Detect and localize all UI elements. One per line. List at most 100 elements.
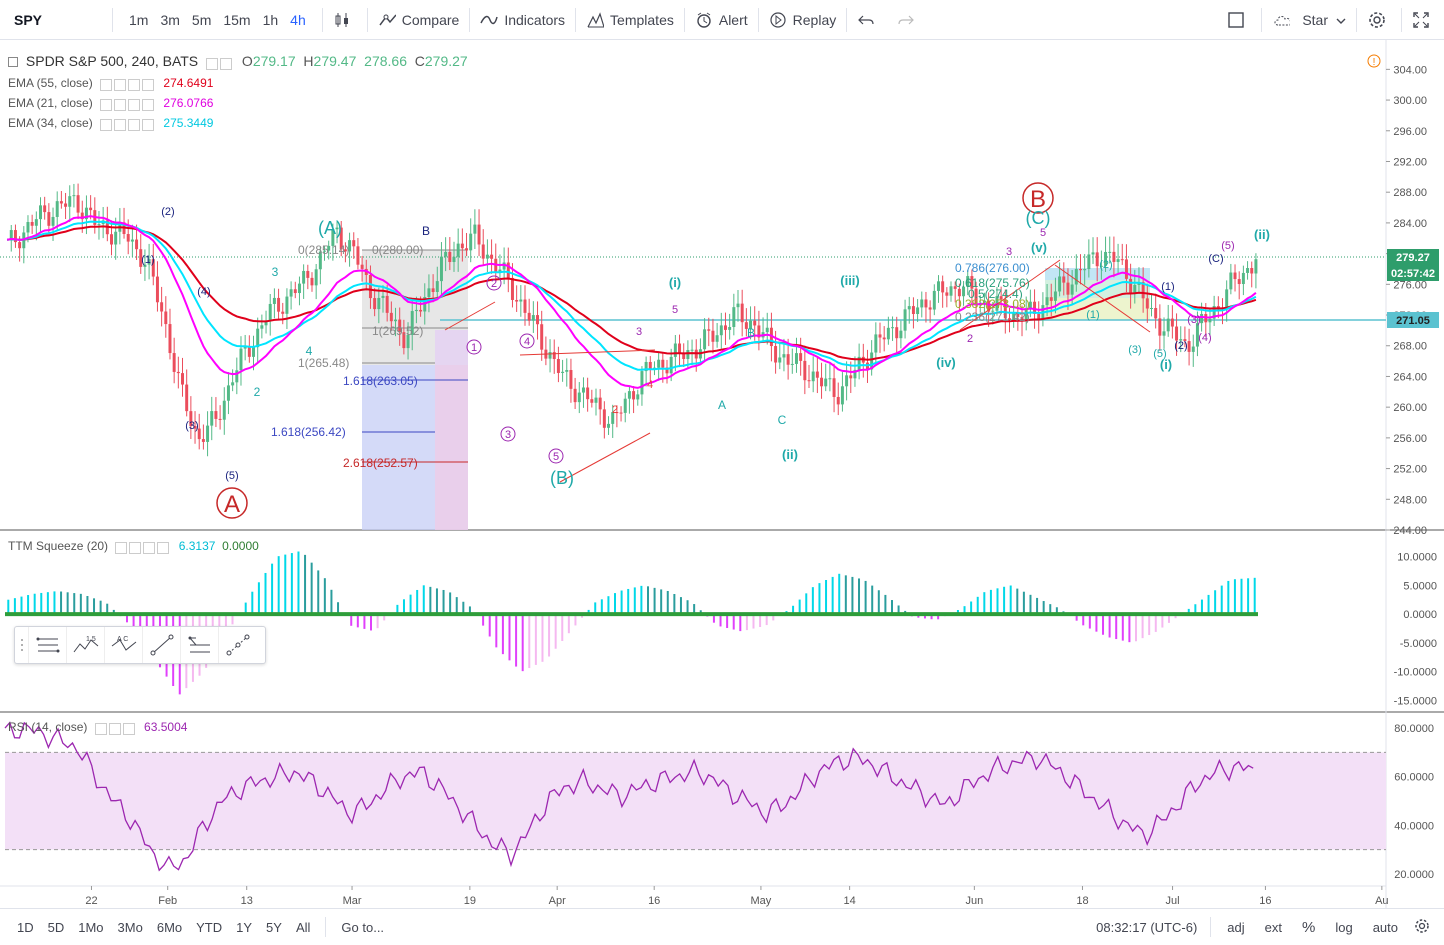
- interval-1h[interactable]: 1h: [262, 11, 279, 28]
- wave-label[interactable]: 5: [1040, 227, 1046, 239]
- rsi-line[interactable]: [4, 721, 1254, 872]
- elliott-correction-button[interactable]: A C: [105, 627, 143, 663]
- price-axis[interactable]: 304.00300.00296.00292.00288.00284.00280.…: [1386, 64, 1427, 537]
- wave-label[interactable]: 4: [306, 344, 313, 358]
- ext-toggle[interactable]: ext: [1264, 919, 1282, 935]
- templates-button[interactable]: Templates: [578, 0, 682, 40]
- compare-button[interactable]: Compare: [370, 0, 468, 40]
- ema55-name[interactable]: EMA (55, close): [8, 76, 93, 90]
- wave-label[interactable]: 4: [647, 379, 653, 391]
- layout-menu[interactable]: Star: [1264, 0, 1354, 40]
- elliott-wave-labels[interactable]: A B (A) (B) (C) (i) (ii) (iii) (iv) (v) …: [141, 182, 1270, 519]
- drawing-toolbar[interactable]: 1 5 A C: [14, 626, 266, 664]
- ema-group[interactable]: [6, 215, 1257, 389]
- range-1d[interactable]: 1D: [17, 919, 34, 935]
- fib-tool-button[interactable]: [29, 627, 67, 663]
- wave-label[interactable]: 5: [672, 304, 678, 316]
- alert-button[interactable]: Alert: [687, 0, 756, 40]
- fullscreen-box-button[interactable]: [1219, 0, 1259, 40]
- log-toggle[interactable]: log: [1335, 919, 1353, 935]
- fib-extension-group[interactable]: [362, 249, 1150, 530]
- rsi-axis[interactable]: 80.0000 60.0000 40.0000 20.0000: [1394, 723, 1434, 881]
- percent-toggle[interactable]: %: [1301, 918, 1316, 936]
- collapse-icon[interactable]: [8, 57, 18, 68]
- settings-button[interactable]: [1359, 0, 1399, 40]
- wave-label[interactable]: (A): [318, 218, 342, 238]
- range-ytd[interactable]: YTD: [196, 919, 223, 935]
- wave-label[interactable]: (2): [1099, 259, 1112, 271]
- trend-line[interactable]: [1054, 264, 1151, 333]
- wave-label[interactable]: (4): [197, 286, 210, 298]
- wave-label[interactable]: 1: [471, 342, 477, 354]
- wave-label[interactable]: (1): [1161, 281, 1174, 293]
- range-6mo[interactable]: 6Mo: [156, 919, 183, 935]
- interval-1m[interactable]: 1m: [129, 11, 149, 28]
- wave-label-A[interactable]: A: [224, 491, 240, 518]
- main-pane[interactable]: [0, 40, 1386, 530]
- wave-label[interactable]: (B): [550, 468, 574, 488]
- wave-label[interactable]: (3): [1128, 344, 1141, 356]
- time-axis[interactable]: 22 Feb 13 Mar 19 Apr 16 May 14 Jun 18 Jul 16 Au: [85, 886, 1389, 907]
- adj-toggle[interactable]: adj: [1227, 919, 1245, 935]
- ema21-name[interactable]: EMA (21, close): [8, 96, 93, 110]
- wave-label[interactable]: B: [422, 224, 430, 238]
- wave-label[interactable]: (ii): [1254, 227, 1270, 242]
- wave-label[interactable]: A: [718, 398, 726, 412]
- legend-buttons[interactable]: [206, 54, 234, 70]
- ema21-line[interactable]: [6, 215, 1257, 389]
- clock[interactable]: 08:32:17 (UTC-6): [1096, 919, 1198, 935]
- wave-label[interactable]: 3: [505, 429, 511, 441]
- wave-label[interactable]: (ii): [782, 447, 798, 462]
- interval-4h[interactable]: 4h: [290, 11, 306, 28]
- wave-label[interactable]: (iv): [936, 355, 956, 370]
- trend-line[interactable]: [444, 301, 496, 331]
- range-5d[interactable]: 5D: [47, 919, 65, 935]
- wave-label[interactable]: (C): [1026, 208, 1051, 228]
- wave-label[interactable]: (4): [1198, 332, 1211, 344]
- legend-buttons[interactable]: [100, 117, 156, 131]
- interval-5m[interactable]: 5m: [191, 11, 212, 28]
- ttm-name[interactable]: TTM Squeeze (20): [8, 539, 109, 553]
- wave-label[interactable]: (i): [669, 275, 681, 290]
- wave-label[interactable]: C: [778, 413, 787, 427]
- drag-handle[interactable]: [15, 627, 29, 663]
- chart-area[interactable]: A B (A) (B) (C) (i) (ii) (iii) (iv) (v) …: [0, 40, 1444, 908]
- wave-label[interactable]: (3): [1187, 314, 1200, 326]
- interval-3m[interactable]: 3m: [160, 11, 180, 28]
- elliott-impulse-button[interactable]: 1 5: [67, 627, 105, 663]
- wave-label[interactable]: (1): [1086, 309, 1099, 321]
- indicators-button[interactable]: Indicators: [472, 0, 573, 40]
- wave-label[interactable]: 2: [967, 333, 973, 345]
- wave-label[interactable]: (1): [141, 254, 154, 266]
- wave-label[interactable]: 5: [553, 451, 559, 463]
- rsi-name[interactable]: RSI (14, close): [8, 720, 88, 734]
- wave-label[interactable]: (5): [1153, 348, 1166, 360]
- symbol-search[interactable]: SPY: [14, 11, 43, 28]
- wave-label[interactable]: 3: [272, 265, 279, 279]
- wave-label[interactable]: (5): [1221, 240, 1234, 252]
- wave-label[interactable]: B: [747, 326, 755, 340]
- legend-buttons[interactable]: [115, 540, 171, 554]
- redo-button[interactable]: [889, 0, 929, 40]
- wave-label[interactable]: 2: [612, 404, 618, 416]
- measure-button[interactable]: [219, 627, 257, 663]
- wave-label[interactable]: (i): [1160, 357, 1172, 372]
- range-1mo[interactable]: 1Mo: [78, 919, 104, 935]
- wave-label[interactable]: 3: [636, 326, 642, 338]
- fib-extension-button[interactable]: [181, 627, 219, 663]
- trend-lines[interactable]: [444, 259, 1151, 483]
- chart-canvas[interactable]: A B (A) (B) (C) (i) (ii) (iii) (iv) (v) …: [0, 40, 1444, 908]
- wave-label[interactable]: (2): [1174, 340, 1187, 352]
- legend-buttons[interactable]: [100, 97, 156, 111]
- wave-label[interactable]: (2): [161, 206, 174, 218]
- interval-15m[interactable]: 15m: [223, 11, 251, 28]
- chart-type-button[interactable]: [325, 0, 365, 40]
- ttm-squeeze-pane[interactable]: [5, 551, 1258, 695]
- rsi-pane[interactable]: [4, 721, 1386, 872]
- wave-label[interactable]: (iii): [840, 273, 860, 288]
- legend-title[interactable]: SPDR S&P 500, 240, BATS: [25, 53, 199, 69]
- ema34-line[interactable]: [6, 220, 1257, 371]
- wave-label[interactable]: (C): [1208, 253, 1223, 265]
- wave-label[interactable]: 3: [1006, 246, 1012, 258]
- auto-toggle[interactable]: auto: [1372, 919, 1398, 935]
